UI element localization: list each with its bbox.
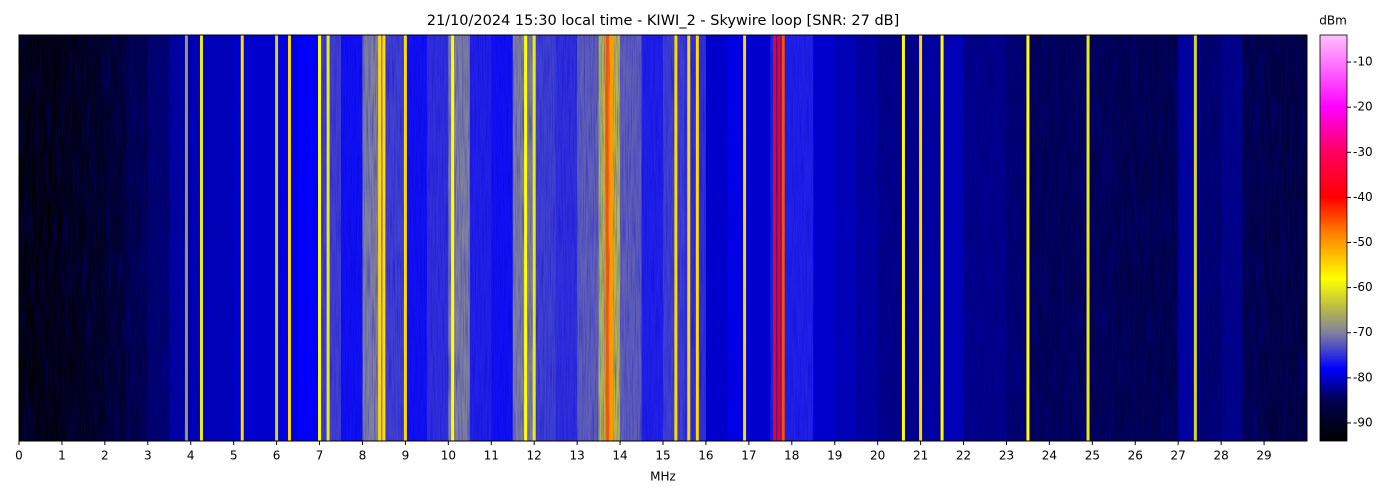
x-tick-label: 14 [612,449,627,463]
signal-line [524,35,528,441]
signal-line [609,35,613,441]
x-tick-label: 8 [359,449,367,463]
x-tick-label: 29 [1256,449,1271,463]
signal-line [403,35,407,441]
x-tick-label: 15 [655,449,670,463]
signal-line [1193,35,1197,441]
x-tick-label: 3 [144,449,152,463]
x-tick-label: 17 [741,449,756,463]
colorbar-tick-label: -90 [1353,415,1373,429]
signal-line [940,35,944,441]
x-tick-label: 26 [1128,449,1143,463]
x-tick-label: 13 [569,449,584,463]
noise-texture [19,35,1307,441]
colorbar-tick-label: -20 [1353,100,1373,114]
colorbar-tick-label: -60 [1353,280,1373,294]
x-tick-label: 11 [484,449,499,463]
colorbar-tick-label: -80 [1353,370,1373,384]
signal-line [199,35,203,441]
signal-line [605,35,609,441]
colorbar-tick-label: -50 [1353,235,1373,249]
x-tick-label: 18 [784,449,799,463]
x-axis-label: MHz [650,470,676,484]
x-tick-label: 24 [1042,449,1057,463]
x-tick-label: 0 [15,449,23,463]
colorbar-tick-label: -30 [1353,145,1373,159]
x-tick-label: 5 [230,449,238,463]
x-tick-label: 28 [1213,449,1228,463]
x-tick-label: 27 [1171,449,1186,463]
x-tick-label: 16 [698,449,713,463]
signal-line [451,35,455,441]
colorbar-tick-label: -40 [1353,190,1373,204]
signal-line [240,35,244,441]
signal-line [773,35,777,441]
x-tick-label: 4 [187,449,195,463]
signal-line [275,35,279,441]
signal-line [184,35,188,441]
x-tick-label: 22 [956,449,971,463]
x-tick-label: 12 [527,449,542,463]
x-tick-label: 6 [273,449,281,463]
signal-line [919,35,923,441]
signal-line [326,35,330,441]
x-tick-label: 2 [101,449,109,463]
signal-line [674,35,678,441]
signal-line [781,35,785,441]
signal-line [901,35,905,441]
signal-line [1026,35,1030,441]
x-tick-label: 9 [402,449,410,463]
chart-title: 21/10/2024 15:30 local time - KIWI_2 - S… [427,13,900,29]
signal-line [318,35,322,441]
signal-line [687,35,691,441]
signal-line [743,35,747,441]
colorbar-tick-label: -70 [1353,325,1373,339]
signal-line [378,35,382,441]
colorbar-tick-label: -10 [1353,55,1373,69]
x-tick-label: 10 [441,449,456,463]
x-tick-label: 21 [913,449,928,463]
signal-line [695,35,699,441]
x-tick-label: 20 [870,449,885,463]
signal-line [287,35,291,441]
colorbar-label: dBm [1319,14,1347,28]
x-tick-label: 25 [1085,449,1100,463]
signal-line [382,35,386,441]
x-tick-label: 1 [58,449,66,463]
x-tick-label: 7 [316,449,324,463]
x-tick-label: 19 [827,449,842,463]
signal-line [532,35,536,441]
signal-line [777,35,781,441]
colorbar [1319,34,1348,442]
signal-line [1086,35,1090,441]
x-tick-label: 23 [999,449,1014,463]
